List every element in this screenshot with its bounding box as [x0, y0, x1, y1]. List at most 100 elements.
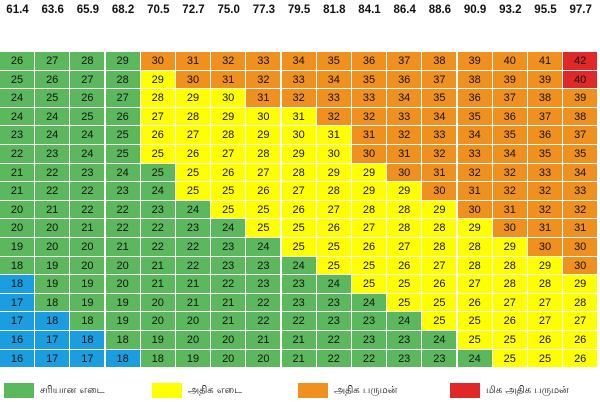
legend-label: சரியான எடை: [40, 385, 105, 396]
heatmap-cell: 19: [70, 293, 106, 313]
heatmap-cell: 24: [0, 89, 35, 108]
heatmap-cell: 30: [457, 200, 493, 220]
heatmap-cell: 29: [492, 238, 528, 257]
heatmap-cell: 31: [422, 163, 458, 183]
heatmap-cell: 30: [176, 70, 211, 90]
heatmap-cell: 28: [422, 219, 458, 238]
heatmap-cell: 30: [422, 182, 458, 201]
heatmap-cell: 21: [176, 275, 211, 294]
column-header-label: 79.5: [287, 4, 311, 16]
heatmap-cell: 23: [352, 312, 387, 331]
heatmap-cell: 18: [35, 312, 71, 331]
heatmap-cell: 24: [316, 275, 352, 294]
heatmap-cell: 30: [387, 163, 423, 183]
heatmap-cell: 36: [492, 107, 528, 127]
heatmap-cell: 29: [352, 163, 387, 183]
column-header-label: 95.5: [534, 4, 557, 16]
heatmap-cell: 20: [105, 256, 141, 276]
heatmap-cell: 33: [457, 145, 493, 164]
heatmap-cell: 19: [140, 331, 176, 350]
heatmap-cell: 27: [281, 182, 317, 201]
heatmap-cell: 28: [387, 219, 423, 238]
heatmap-cell: 21: [140, 256, 176, 276]
heatmap-cell: 30: [352, 145, 387, 164]
heatmap-cell: 37: [563, 126, 599, 145]
heatmap-cell: 23: [281, 293, 317, 313]
heatmap-cell: 22: [105, 200, 141, 220]
heatmap-cell: 23: [176, 219, 211, 238]
heatmap-cell: 23: [0, 126, 35, 145]
heatmap-cell: 26: [140, 126, 176, 145]
heatmap-cell: 25: [105, 145, 141, 164]
heatmap-cell: 37: [387, 52, 423, 71]
heatmap-cell: 35: [457, 107, 493, 127]
heatmap-cell: 29: [281, 145, 317, 164]
heatmap-cell: 28: [176, 107, 211, 127]
heatmap-cell: 25: [492, 349, 528, 369]
heatmap-cell: 29: [176, 89, 211, 108]
heatmap-cell: 25: [316, 256, 352, 276]
heatmap-cell: 19: [0, 238, 35, 257]
heatmap-cell: 30: [492, 219, 528, 238]
heatmap-cell: 27: [563, 312, 599, 331]
heatmap-cell: 21: [281, 331, 317, 350]
heatmap-cell: 22: [35, 163, 71, 183]
heatmap-cell: 25: [176, 182, 211, 201]
heatmap-cell: 22: [246, 312, 282, 331]
heatmap-cell: 22: [0, 145, 35, 164]
heatmap-cell: 23: [316, 293, 352, 313]
heatmap-cell: 22: [70, 182, 106, 201]
heatmap-cell: 31: [387, 145, 423, 164]
heatmap-cell: 20: [140, 293, 176, 313]
legend-swatch: [152, 383, 182, 398]
heatmap-cell: 25: [352, 256, 387, 276]
heatmap-cell: 27: [316, 200, 352, 220]
heatmap-cell: 40: [492, 52, 528, 71]
heatmap-cell: 18: [0, 275, 35, 294]
column-header-row: 61.4 63.6 65.9 68.2 70.5 72.7 75.0 77.3 79.5 81.8…: [0, 0, 600, 26]
heatmap-cell: 36: [457, 89, 493, 108]
heatmap-cell: 21: [281, 349, 317, 369]
column-header-label: 88.6: [428, 4, 452, 16]
column-header-label: 72.7: [182, 4, 205, 16]
heatmap-cell: 19: [35, 256, 71, 276]
heatmap-cell: 32: [492, 182, 528, 201]
heatmap-cell: 25: [105, 126, 141, 145]
heatmap-cell: 26: [105, 107, 141, 127]
heatmap-cell: 27: [35, 52, 71, 71]
heatmap-cell: 24: [352, 293, 387, 313]
heatmap-cell: 29: [457, 219, 493, 238]
heatmap-cell: 17: [35, 331, 71, 350]
column-header-label: 81.8: [323, 4, 346, 16]
heatmap-cell: 21: [35, 200, 71, 220]
heatmap-cell: 18: [70, 331, 106, 350]
heatmap-cell: 18: [0, 256, 35, 276]
column-header-label: 93.2: [499, 4, 522, 16]
heatmap-cell: 19: [176, 349, 211, 369]
heatmap-cell: 26: [211, 163, 247, 183]
heatmap-cell: 24: [0, 107, 35, 127]
heatmap-cell: 36: [352, 52, 387, 71]
legend-label: மிக அதிக பருமன்: [486, 385, 569, 396]
heatmap-cell: 25: [281, 238, 317, 257]
heatmap-cell: 26: [176, 145, 211, 164]
heatmap-cell: 25: [35, 89, 71, 108]
heatmap-cell: 37: [528, 107, 563, 127]
heatmap-cell: 34: [316, 70, 352, 90]
heatmap-cell: 22: [176, 238, 211, 257]
heatmap-cell: 22: [70, 200, 106, 220]
heatmap-cell: 29: [563, 275, 599, 294]
heatmap-cell: 25: [457, 331, 493, 350]
heatmap-cell: 22: [211, 275, 247, 294]
heatmap-cell: 24: [211, 219, 247, 238]
heatmap-cell: 23: [211, 256, 247, 276]
heatmap-cell: 20: [105, 275, 141, 294]
heatmap-cell: 29: [211, 107, 247, 127]
heatmap-cell: 36: [387, 70, 423, 90]
column-header-label: 77.3: [252, 4, 276, 16]
heatmap-cell: 28: [422, 238, 458, 257]
heatmap-cell: 30: [528, 238, 563, 257]
heatmap-cell: 25: [422, 312, 458, 331]
heatmap-cell: 25: [246, 200, 282, 220]
heatmap-cell: 32: [563, 200, 599, 220]
